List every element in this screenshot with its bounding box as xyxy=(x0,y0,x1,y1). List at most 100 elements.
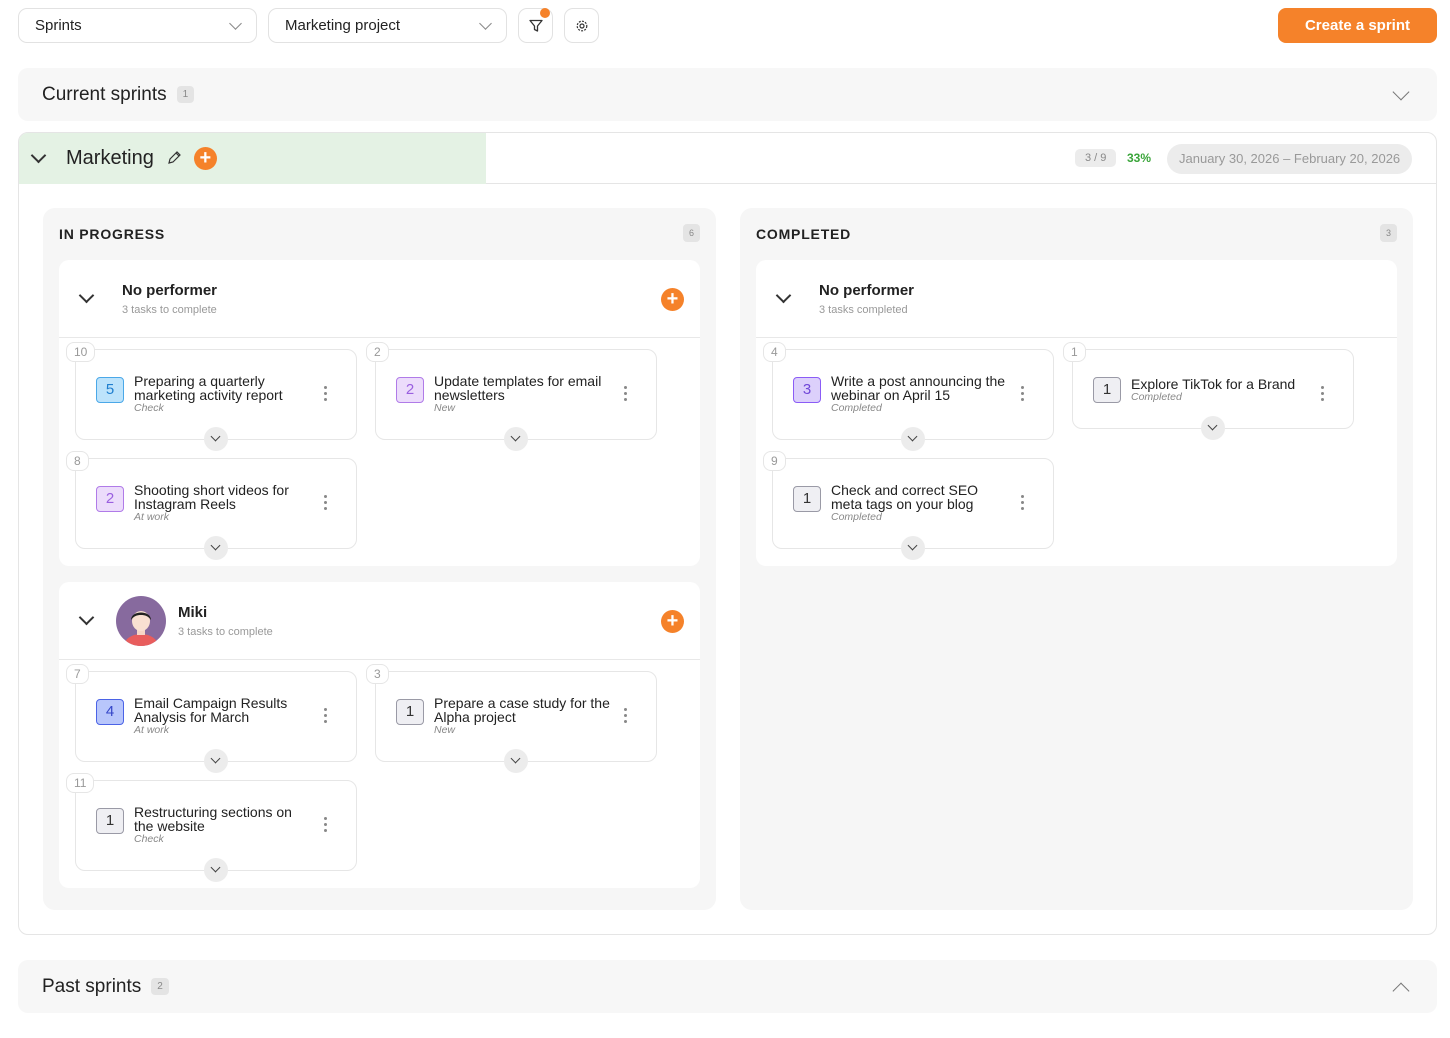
past-sprints-header[interactable]: Past sprints 2 xyxy=(18,960,1437,1013)
expand-task-button[interactable] xyxy=(504,427,528,451)
chevron-down-icon[interactable] xyxy=(78,287,95,304)
expand-task-button[interactable] xyxy=(204,536,228,560)
expand-task-button[interactable] xyxy=(204,427,228,451)
task-status: Check xyxy=(134,402,164,414)
expand-task-button[interactable] xyxy=(901,427,925,451)
group-header[interactable]: No performer 3 tasks completed xyxy=(756,260,1397,338)
task-card[interactable]: 11 1 Restructuring sections on the websi… xyxy=(66,773,357,882)
expand-task-button[interactable] xyxy=(204,749,228,773)
column-title: IN PROGRESS xyxy=(59,226,166,242)
task-card[interactable]: 3 1 Prepare a case study for the Alpha p… xyxy=(366,664,657,773)
sprint-header: Marketing + 3 / 9 33% January 30, 2026 –… xyxy=(19,133,1436,184)
task-number: 9 xyxy=(763,451,786,471)
sprint-progress-percent: 33% xyxy=(1127,151,1152,165)
task-status: At work xyxy=(134,724,170,736)
performer-task-count: 3 tasks to complete xyxy=(178,625,273,638)
chevron-up-icon xyxy=(1392,982,1410,999)
pencil-icon[interactable] xyxy=(166,150,182,166)
performer-task-count: 3 tasks to complete xyxy=(122,303,217,316)
task-card[interactable]: 9 1 Check and correct SEO meta tags on y… xyxy=(763,451,1054,560)
avatar xyxy=(116,595,166,646)
story-points-badge: 2 xyxy=(396,377,424,403)
task-card[interactable]: 7 4 Email Campaign Results Analysis for … xyxy=(66,664,357,773)
task-title: Shooting short videos for Instagram Reel… xyxy=(134,482,289,512)
more-options-icon[interactable] xyxy=(324,817,328,832)
expand-task-button[interactable] xyxy=(504,749,528,773)
chevron-down-icon[interactable] xyxy=(775,287,792,304)
sprint-name: Marketing xyxy=(66,146,154,169)
performer-group: No performer 3 tasks completed 4 3 Write … xyxy=(756,260,1397,566)
settings-button[interactable] xyxy=(564,8,599,43)
story-points-badge: 1 xyxy=(1093,377,1121,403)
add-task-button[interactable]: + xyxy=(661,288,684,311)
expand-task-button[interactable] xyxy=(1201,416,1225,440)
story-points-badge: 1 xyxy=(793,486,821,512)
task-number: 11 xyxy=(66,773,95,793)
task-title: Restructuring sections on the website xyxy=(134,804,292,834)
story-points-badge: 1 xyxy=(396,699,424,725)
more-options-icon[interactable] xyxy=(324,495,328,510)
performer-group: Miki 3 tasks to complete +7 4 Email Campa… xyxy=(59,582,700,888)
task-title: Explore TikTok for a Brand xyxy=(1131,376,1296,392)
task-number: 1 xyxy=(1063,342,1086,362)
story-points-badge: 4 xyxy=(96,699,124,725)
task-number: 10 xyxy=(66,342,96,362)
sprint-progress-count: 3 / 9 xyxy=(1075,149,1117,167)
more-options-icon[interactable] xyxy=(1321,386,1325,401)
task-card[interactable]: 1 1 Explore TikTok for a Brand Completed xyxy=(1063,342,1354,440)
chevron-down-icon xyxy=(1392,83,1410,100)
expand-task-button[interactable] xyxy=(204,858,228,882)
chevron-down-icon xyxy=(229,16,242,30)
add-task-button[interactable]: + xyxy=(661,610,684,633)
current-sprints-title: Current sprints xyxy=(42,83,167,105)
project-select[interactable]: Marketing project xyxy=(268,8,507,43)
chevron-down-icon xyxy=(479,16,492,30)
group-header[interactable]: No performer 3 tasks to complete + xyxy=(59,260,700,338)
create-sprint-button[interactable]: Create a sprint xyxy=(1278,8,1437,43)
more-options-icon[interactable] xyxy=(1021,495,1025,510)
collapse-sprint-icon[interactable] xyxy=(30,147,47,163)
task-status: Completed xyxy=(831,402,882,414)
task-title: Prepare a case study for the Alpha proje… xyxy=(434,695,610,725)
more-options-icon[interactable] xyxy=(324,708,328,723)
filter-button[interactable] xyxy=(518,8,553,43)
task-card[interactable]: 4 3 Write a post announcing the webinar … xyxy=(763,342,1054,451)
task-title: Email Campaign Results Analysis for Marc… xyxy=(134,695,288,725)
column-count: 3 xyxy=(1379,224,1397,242)
performer-group: No performer 3 tasks to complete +10 5 Pr… xyxy=(59,260,700,566)
task-status: Check xyxy=(134,833,164,845)
group-header[interactable]: Miki 3 tasks to complete + xyxy=(59,582,700,660)
past-sprints-title: Past sprints xyxy=(42,975,142,997)
filter-icon xyxy=(528,19,543,32)
task-number: 8 xyxy=(66,451,89,471)
more-options-icon[interactable] xyxy=(324,386,328,401)
task-title: Preparing a quarterly marketing activity… xyxy=(134,373,283,403)
story-points-badge: 3 xyxy=(793,377,821,403)
more-options-icon[interactable] xyxy=(624,708,628,723)
story-points-badge: 5 xyxy=(96,377,124,403)
performer-name: Miki xyxy=(178,603,208,621)
story-points-badge: 2 xyxy=(96,486,124,512)
chevron-down-icon[interactable] xyxy=(78,609,95,626)
more-options-icon[interactable] xyxy=(1021,386,1025,401)
task-card[interactable]: 2 2 Update templates for email newslette… xyxy=(366,342,657,451)
task-title: Update templates for email newsletters xyxy=(434,373,602,403)
task-card[interactable]: 10 5 Preparing a quarterly marketing act… xyxy=(66,342,357,451)
task-title: Write a post announcing the webinar on A… xyxy=(831,373,1006,403)
task-number: 7 xyxy=(66,664,89,684)
current-sprints-header[interactable]: Current sprints 1 xyxy=(18,68,1437,121)
task-status: New xyxy=(434,724,456,736)
column-count: 6 xyxy=(682,224,700,242)
more-options-icon[interactable] xyxy=(624,386,628,401)
past-sprints-count: 2 xyxy=(151,978,169,995)
gear-icon xyxy=(576,20,587,31)
task-number: 4 xyxy=(763,342,786,362)
task-card[interactable]: 8 2 Shooting short videos for Instagram … xyxy=(66,451,357,560)
performer-name: No performer xyxy=(819,281,915,299)
task-status: Completed xyxy=(831,511,882,523)
expand-task-button[interactable] xyxy=(901,536,925,560)
add-task-button[interactable]: + xyxy=(193,146,217,170)
view-select[interactable]: Sprints xyxy=(18,8,257,43)
performer-task-count: 3 tasks completed xyxy=(819,303,908,316)
sprint-panel: Marketing + 3 / 9 33% January 30, 2026 –… xyxy=(18,132,1437,935)
